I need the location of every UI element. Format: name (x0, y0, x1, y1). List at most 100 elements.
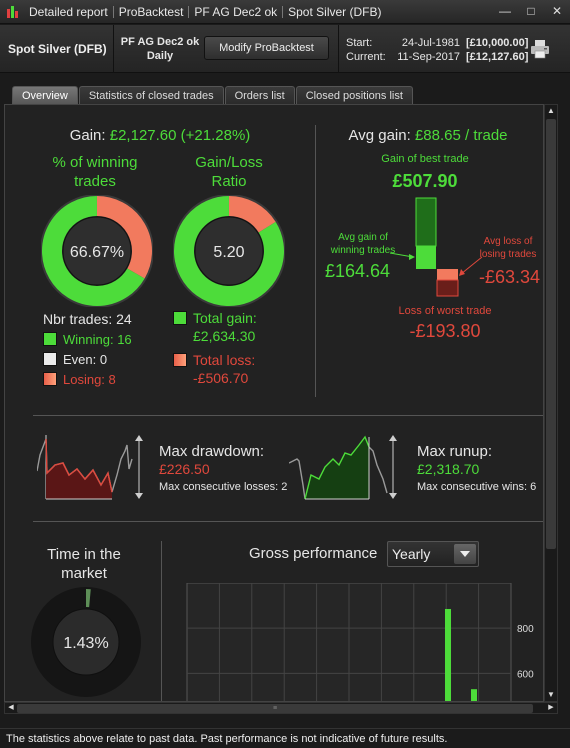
tab-orders-list[interactable]: Orders list (224, 86, 295, 105)
start-capital: [£10,000.00] (466, 37, 529, 49)
worst-trade-value: -£193.80 (409, 321, 481, 341)
date-range: Start: 24-Jul-1981 [£10,000.00] Current:… (346, 36, 528, 64)
max-consecutive-losses: Max consecutive losses: 2 (159, 481, 288, 493)
gain-loss-donut-loss-arc (228, 196, 276, 233)
max-drawdown-label: Max drawdown: (159, 443, 265, 460)
best-trade-label: Gain of best trade (381, 153, 469, 165)
title-segment-module: ProBacktest (114, 5, 190, 18)
gain-label: Gain: (69, 127, 106, 144)
winning-count: Winning: 16 (63, 331, 132, 347)
chart-y-tick-label: 800 (517, 624, 534, 635)
section-divider-vertical (315, 125, 316, 397)
avg-win-label: Avg gain of winning trades (323, 231, 403, 257)
scroll-down-icon[interactable]: ▼ (547, 690, 555, 699)
section-divider-1 (33, 415, 543, 416)
avg-loss-label-line1: Avg loss of (483, 236, 533, 247)
avg-gain-summary: Avg gain: £88.65 / trade (323, 127, 533, 144)
modify-probacktest-button[interactable]: Modify ProBacktest (204, 36, 329, 60)
period-select-value: Yearly (392, 546, 431, 562)
vertical-scrollbar[interactable]: ▲ ▼ (544, 104, 558, 702)
avg-loss-label: Avg loss of losing trades (471, 235, 543, 261)
horizontal-scrollbar[interactable]: ◀ ≡ ▶ (4, 702, 558, 714)
gain-loss-title-line2: Ratio (211, 173, 247, 190)
time-in-market-title: Time in the market (31, 545, 137, 583)
chart-bar (445, 608, 451, 701)
trades-legend: Nbr trades: 24 Winning: 16 Even: 0 Losin… (43, 309, 132, 389)
avg-win-label-line2: winning trades (330, 245, 396, 256)
losing-legend: Losing: 8 (43, 369, 132, 389)
total-loss-value: -£506.70 (193, 370, 249, 386)
max-drawdown-value: £226.50 (159, 461, 210, 477)
period-select[interactable]: Yearly (387, 541, 479, 567)
nbr-trades-label: Nbr trades: 24 (43, 311, 132, 327)
disclaimer-footer: The statistics above relate to past data… (0, 728, 570, 748)
winning-donut-loss-arc (96, 196, 152, 279)
runup-sparkline (289, 435, 397, 500)
gain-loss-title-line1: Gain/Loss (195, 154, 263, 171)
trade-range-diagram (389, 197, 483, 297)
overview-panel: Gain: £2,127.60 (+21.28%) % of winning t… (4, 104, 544, 702)
avg-loss-label-line2: losing trades (479, 249, 537, 260)
winning-swatch (43, 332, 57, 346)
section-divider-2 (33, 521, 543, 522)
tab-overview[interactable]: Overview (12, 86, 78, 105)
total-loss-item: Total loss: -£506.70 (173, 351, 257, 387)
report-header: Spot Silver (DFB) PF AG Dec2 ok Daily Mo… (0, 25, 570, 73)
close-icon[interactable]: ✕ (551, 4, 563, 18)
current-capital: [£12,127.60] (466, 51, 529, 63)
timeframe-label: Daily (146, 50, 174, 62)
winning-title-line1: % of winning (52, 154, 138, 171)
losing-swatch (43, 372, 57, 386)
gain-loss-donut-gain-arc (174, 196, 284, 306)
system-info: PF AG Dec2 ok Daily (118, 35, 202, 63)
vertical-scroll-thumb[interactable] (546, 119, 556, 549)
header-divider (338, 25, 339, 73)
start-date: 24-Jul-1981 (401, 37, 460, 49)
system-name: PF AG Dec2 ok (120, 36, 200, 48)
section-divider-vertical-2 (161, 541, 162, 701)
current-date: 11-Sep-2017 (397, 51, 460, 63)
avg-gain-value: £88.65 / trade (414, 127, 508, 144)
avg-win-label-line1: Avg gain of (338, 232, 388, 243)
title-segment-report: Detailed report (24, 5, 114, 18)
printer-icon[interactable] (530, 39, 550, 59)
scroll-left-icon[interactable]: ◀ (8, 704, 14, 711)
even-count: Even: 0 (63, 351, 108, 367)
totals-legend: Total gain: £2,634.30 Total loss: -£506.… (173, 309, 257, 387)
chevron-down-icon[interactable] (454, 544, 476, 564)
title-bar: Detailed report ProBacktest PF AG Dec2 o… (0, 0, 570, 24)
instrument-name: Spot Silver (DFB) (8, 25, 114, 73)
time-in-market-title-line1: Time in the (47, 546, 121, 563)
total-loss-swatch (173, 353, 187, 367)
total-gain-value: £2,634.30 (193, 328, 256, 344)
report-tabs: Overview Statistics of closed trades Ord… (12, 86, 414, 105)
title-segment-system: PF AG Dec2 ok (189, 5, 284, 18)
nbr-trades: Nbr trades: 24 (43, 309, 132, 329)
winning-title: % of winning trades (35, 153, 155, 191)
winning-donut: 66.67% (41, 195, 153, 307)
gain-loss-title: Gain/Loss Ratio (169, 153, 289, 191)
tab-statistics-closed-trades[interactable]: Statistics of closed trades (78, 86, 224, 105)
title-segment-instrument: Spot Silver (DFB) (288, 4, 382, 19)
maximize-icon[interactable]: □ (527, 4, 535, 18)
losing-count: Losing: 8 (63, 371, 116, 387)
chart-y-tick-label: 600 (517, 669, 534, 680)
max-runup-label: Max runup: (417, 443, 493, 460)
scroll-up-icon[interactable]: ▲ (547, 106, 555, 115)
candlestick-icon (6, 5, 20, 19)
horizontal-scroll-thumb[interactable]: ≡ (17, 704, 533, 713)
start-label: Start: (346, 37, 373, 49)
time-in-market-percent: 1.43% (63, 635, 108, 652)
avg-gain-label: Avg gain: (348, 127, 411, 144)
minimize-icon[interactable]: — (499, 4, 511, 18)
gain-loss-donut: 5.20 (173, 195, 285, 307)
winning-title-line2: trades (74, 173, 116, 190)
tab-closed-positions-list[interactable]: Closed positions list (295, 86, 413, 105)
total-loss-label: Total loss: (193, 352, 256, 368)
current-label: Current: (346, 51, 386, 63)
total-gain-label: Total gain: (193, 310, 257, 326)
winning-percent: 66.67% (70, 244, 124, 261)
total-gain-item: Total gain: £2,634.30 (173, 309, 257, 345)
avg-loss-value: -£63.34 (479, 267, 541, 287)
scroll-right-icon[interactable]: ▶ (548, 704, 554, 711)
